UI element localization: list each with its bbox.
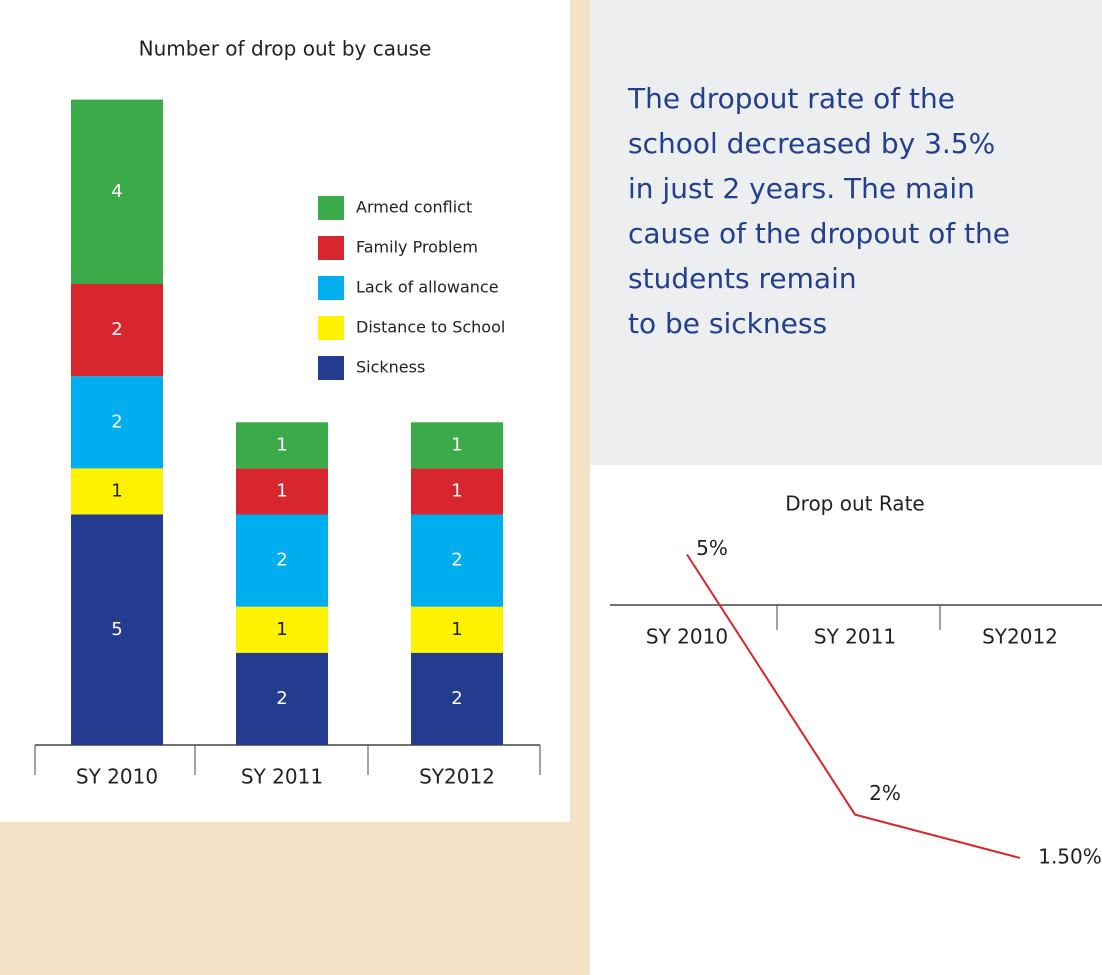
legend-label: Lack of allowance xyxy=(356,278,499,297)
note-line: to be sickness xyxy=(628,307,827,340)
value-label: 2 xyxy=(276,688,287,709)
value-label: 2 xyxy=(451,550,462,571)
legend-swatch xyxy=(318,196,344,220)
value-label: 2 xyxy=(111,319,122,340)
value-label: 5 xyxy=(111,619,122,640)
x-tick-label: SY2012 xyxy=(419,765,495,789)
value-label: 4 xyxy=(111,181,122,202)
chart-title: Number of drop out by cause xyxy=(139,37,432,61)
note-line: The dropout rate of the xyxy=(627,82,955,115)
legend-label: Family Problem xyxy=(356,238,478,257)
note-line: in just 2 years. The main xyxy=(628,172,975,205)
x-tick-label: SY 2010 xyxy=(76,765,158,789)
legend-swatch xyxy=(318,316,344,340)
value-label: 2 xyxy=(276,550,287,571)
note-line: students remain xyxy=(628,262,857,295)
infographic: Number of drop out by cause Drop out Rat… xyxy=(0,0,1102,975)
legend-swatch xyxy=(318,356,344,380)
value-label: 1 xyxy=(451,480,462,501)
legend-label: Distance to School xyxy=(356,318,505,337)
legend-swatch xyxy=(318,276,344,300)
x-tick-label: SY 2011 xyxy=(814,625,896,649)
x-tick-label: SY2012 xyxy=(982,625,1058,649)
value-label: 1 xyxy=(111,480,122,501)
x-tick-label: SY 2011 xyxy=(241,765,323,789)
line-panel xyxy=(590,465,1102,975)
chart-title: Drop out Rate xyxy=(785,492,924,516)
legend-label: Armed conflict xyxy=(356,198,472,217)
value-label: 1.50% xyxy=(1038,844,1102,868)
legend-swatch xyxy=(318,236,344,260)
value-label: 5% xyxy=(696,536,728,560)
value-label: 2% xyxy=(869,781,901,805)
value-label: 1 xyxy=(276,434,287,455)
value-label: 2 xyxy=(111,411,122,432)
note-line: cause of the dropout of the xyxy=(628,217,1010,250)
note-line: school decreased by 3.5% xyxy=(628,127,995,160)
value-label: 1 xyxy=(276,480,287,501)
legend-label: Sickness xyxy=(356,358,425,377)
value-label: 1 xyxy=(276,619,287,640)
page: Number of drop out by cause Drop out Rat… xyxy=(0,0,1102,975)
value-label: 1 xyxy=(451,434,462,455)
x-tick-label: SY 2010 xyxy=(646,625,728,649)
value-label: 1 xyxy=(451,619,462,640)
value-label: 2 xyxy=(451,688,462,709)
